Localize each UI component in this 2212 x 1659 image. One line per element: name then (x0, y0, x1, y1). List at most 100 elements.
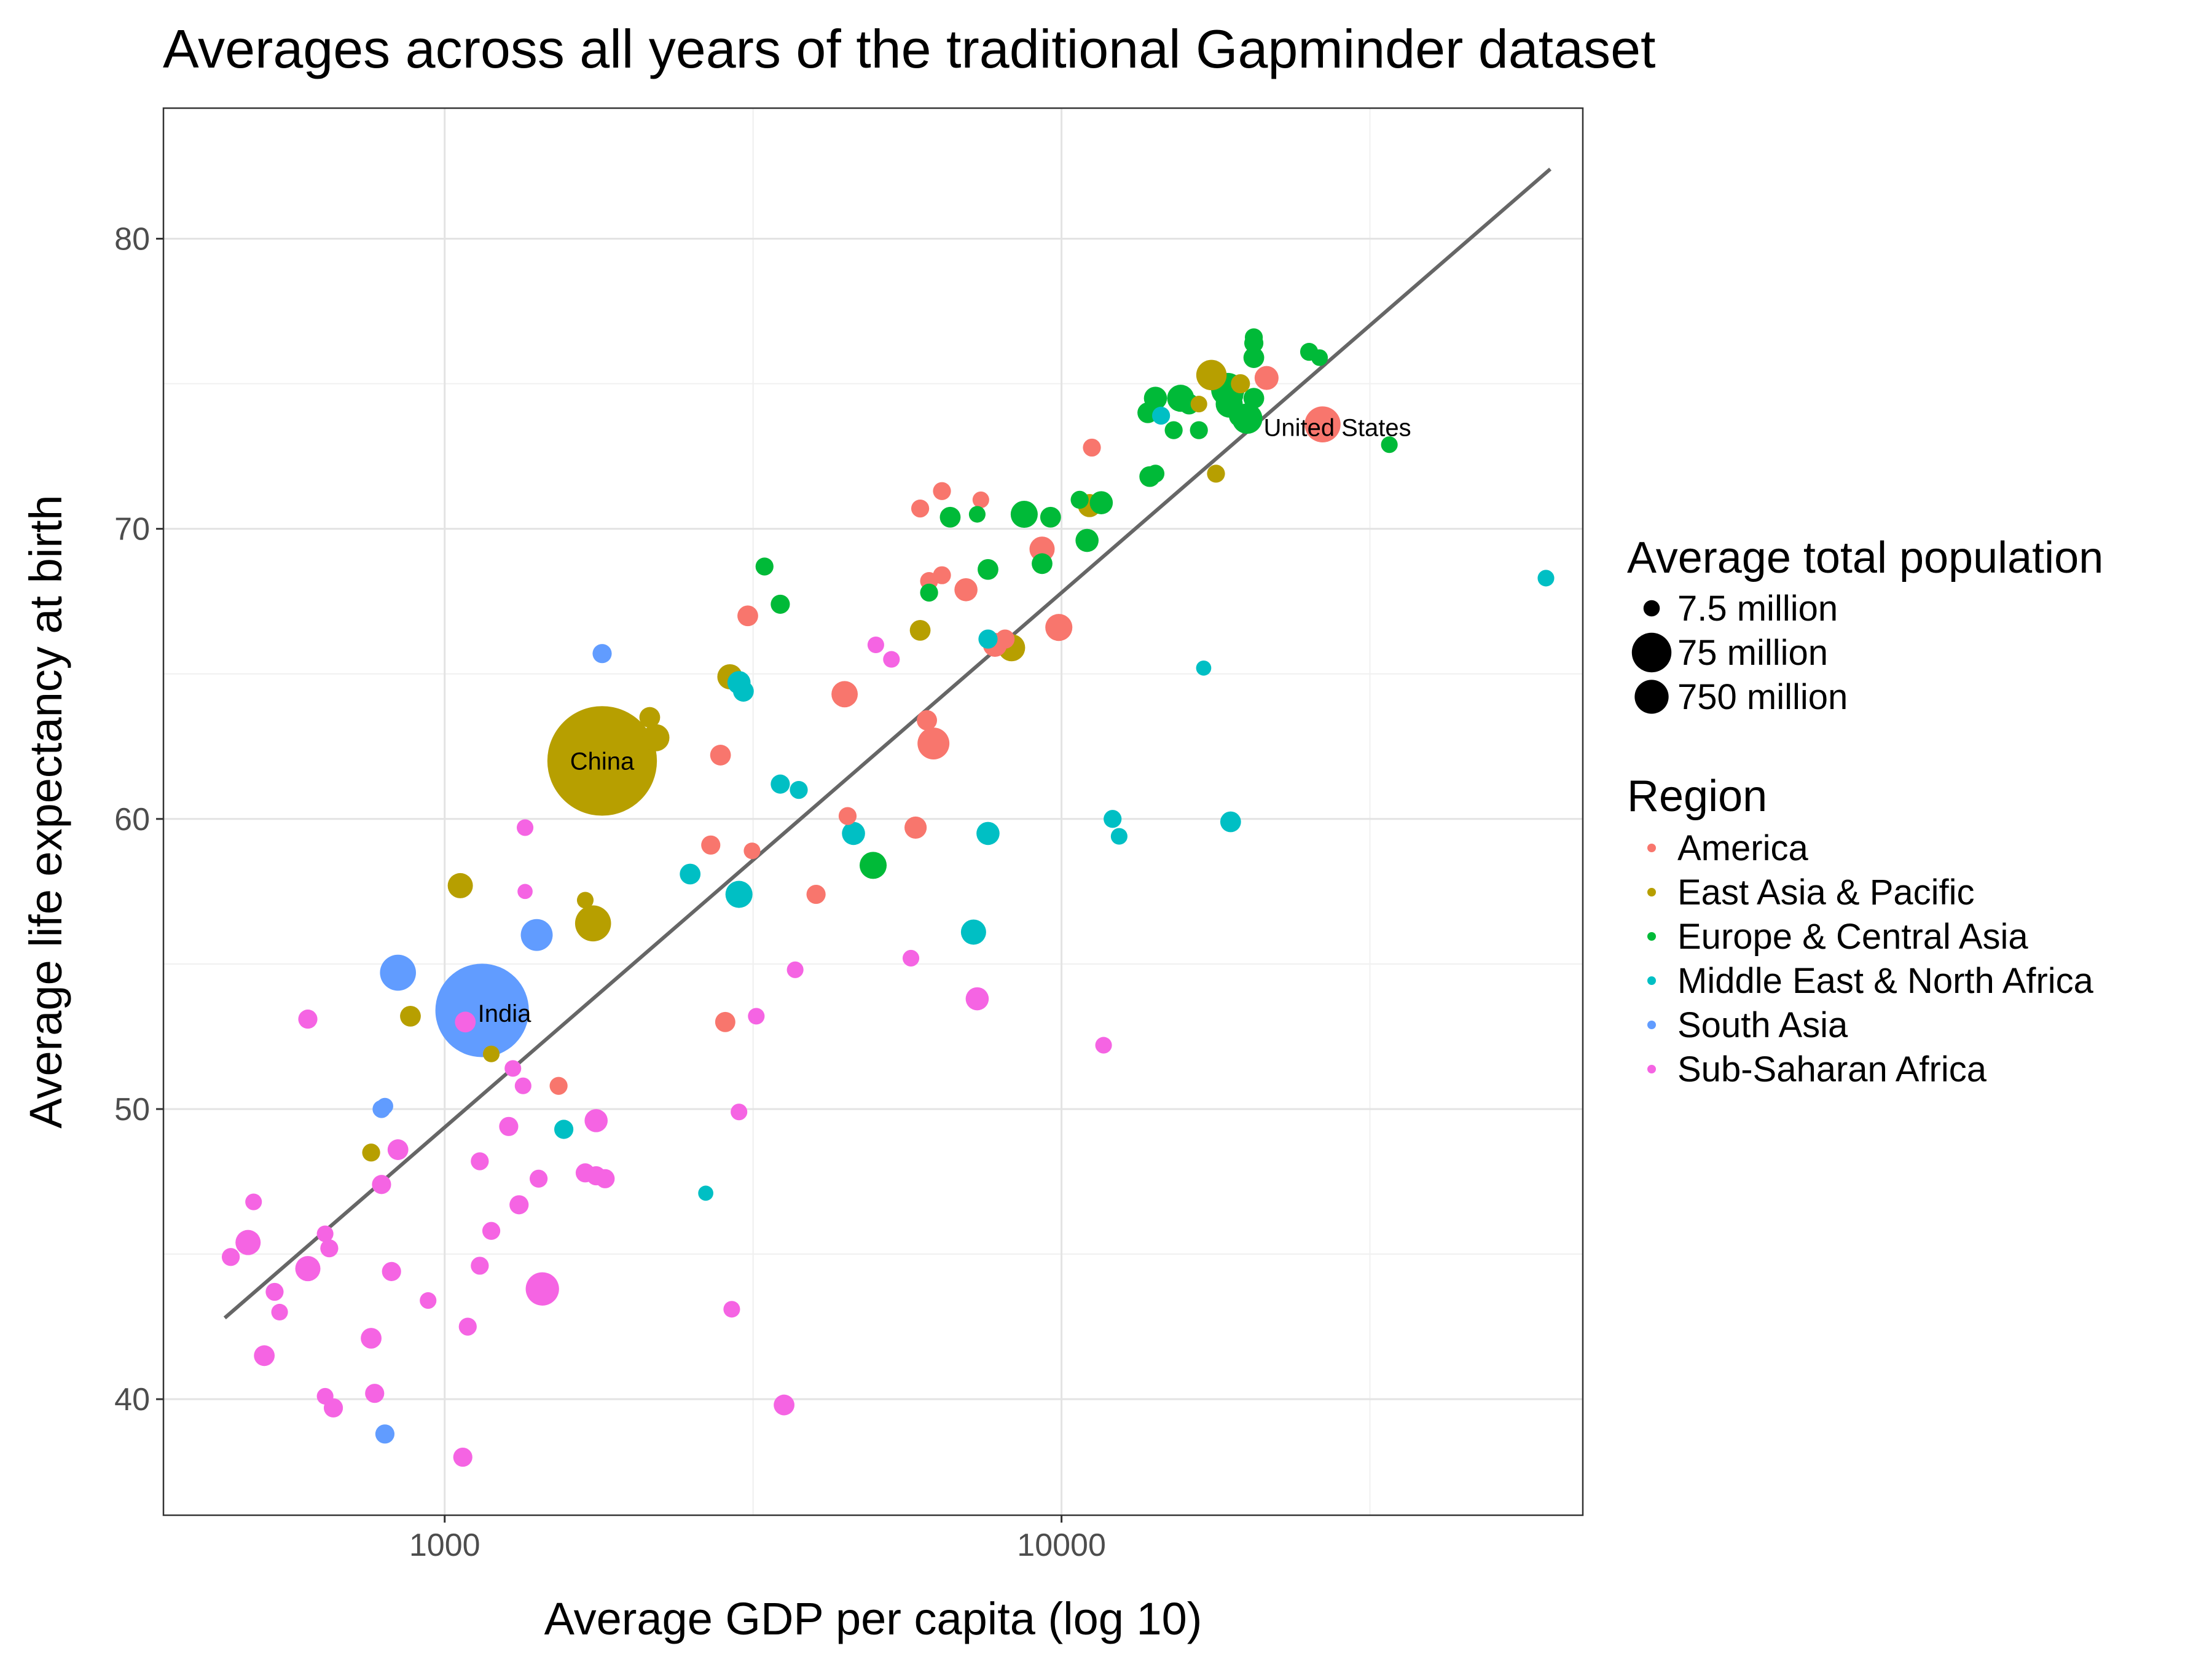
data-point (458, 1317, 477, 1336)
data-point (933, 482, 951, 500)
data-point (514, 1077, 531, 1094)
y-tick-label: 50 (114, 1092, 150, 1128)
data-point (295, 1256, 321, 1282)
y-tick-label: 60 (114, 802, 150, 837)
color-legend-label: East Asia & Pacific (1677, 873, 1975, 912)
color-legend-label: America (1677, 828, 1808, 868)
data-point (1311, 349, 1328, 366)
data-point (504, 1060, 522, 1077)
data-point (771, 774, 790, 794)
data-point (978, 559, 998, 580)
x-tick-label: 10000 (1017, 1528, 1106, 1563)
data-point (320, 1239, 339, 1258)
data-point (902, 949, 920, 967)
data-point (400, 1005, 421, 1027)
data-point (911, 499, 930, 518)
data-point (549, 1077, 568, 1095)
data-point (453, 1447, 473, 1467)
data-point (1381, 436, 1398, 453)
data-point (595, 1169, 615, 1188)
data-point (376, 1097, 393, 1115)
color-legend-key (1647, 844, 1656, 852)
data-point (859, 852, 887, 879)
data-point (520, 919, 553, 951)
data-point (755, 557, 774, 576)
data-point (680, 863, 701, 885)
color-legend-label: South Asia (1677, 1005, 1848, 1045)
data-point (904, 816, 927, 839)
data-point (978, 629, 998, 649)
data-point (254, 1345, 275, 1367)
data-point (575, 905, 611, 942)
data-point (939, 506, 961, 528)
data-point (517, 884, 533, 900)
data-point (455, 1011, 476, 1033)
data-point (917, 728, 950, 760)
data-point (1243, 347, 1265, 368)
data-point (1104, 810, 1122, 828)
data-point (715, 1011, 735, 1032)
data-point (965, 987, 989, 1011)
plot-border (162, 107, 1584, 1516)
data-point (1089, 491, 1113, 514)
color-legend: Region America East Asia & Pacific Europe … (1627, 772, 2094, 1089)
data-point (271, 1303, 288, 1321)
data-point (1220, 811, 1241, 833)
data-point (420, 1292, 437, 1309)
data-point (1537, 570, 1555, 587)
data-point (1164, 421, 1183, 439)
size-legend-key (1631, 632, 1672, 673)
data-point (771, 594, 790, 614)
data-point (1196, 359, 1227, 391)
data-point (639, 707, 661, 728)
size-legend-key (1643, 600, 1660, 617)
data-point (316, 1387, 334, 1405)
data-point (642, 724, 670, 751)
data-point (867, 636, 884, 654)
data-point (1254, 366, 1279, 390)
size-legend-label: 750 million (1677, 677, 1848, 717)
data-point (1304, 406, 1341, 442)
trend-line-group (223, 167, 1552, 1320)
data-point (710, 745, 731, 766)
data-point (584, 1109, 608, 1132)
data-point (838, 807, 857, 825)
data-point (1032, 553, 1053, 575)
gridlines (163, 108, 1583, 1515)
data-point (298, 1010, 318, 1029)
data-point (362, 1143, 380, 1162)
data-point (554, 1120, 574, 1139)
data-point (1110, 828, 1128, 845)
data-point (1070, 490, 1089, 509)
data-point (733, 681, 754, 702)
annotations: China India United States (478, 414, 1411, 1027)
data-point (842, 822, 865, 845)
size-legend-title: Average total population (1627, 533, 2103, 582)
size-legend-label: 7.5 million (1677, 589, 1838, 629)
data-point (1146, 465, 1165, 483)
data-point (1045, 614, 1073, 641)
data-point (380, 954, 416, 991)
data-point (1190, 396, 1207, 413)
y-tick-label: 70 (114, 512, 150, 547)
data-point (1075, 528, 1099, 552)
size-legend-key (1634, 680, 1669, 714)
data-point (909, 620, 931, 641)
data-point (1190, 421, 1208, 439)
y-tick-label: 80 (114, 221, 150, 257)
data-point (471, 1257, 489, 1275)
data-point (471, 1152, 489, 1171)
data-point (774, 1394, 794, 1416)
data-point (509, 1195, 529, 1215)
data-point (1196, 660, 1212, 676)
data-point (1231, 374, 1250, 394)
axis-ticks: 40 50 60 70 80 1000 10000 (114, 221, 1106, 1563)
data-point (592, 644, 612, 664)
data-point (723, 1301, 740, 1318)
data-point (1095, 1037, 1112, 1054)
data-point (954, 578, 978, 602)
data-point (365, 1384, 385, 1403)
color-legend-label: Middle East & North Africa (1677, 961, 2094, 1001)
trend-line (223, 167, 1552, 1320)
